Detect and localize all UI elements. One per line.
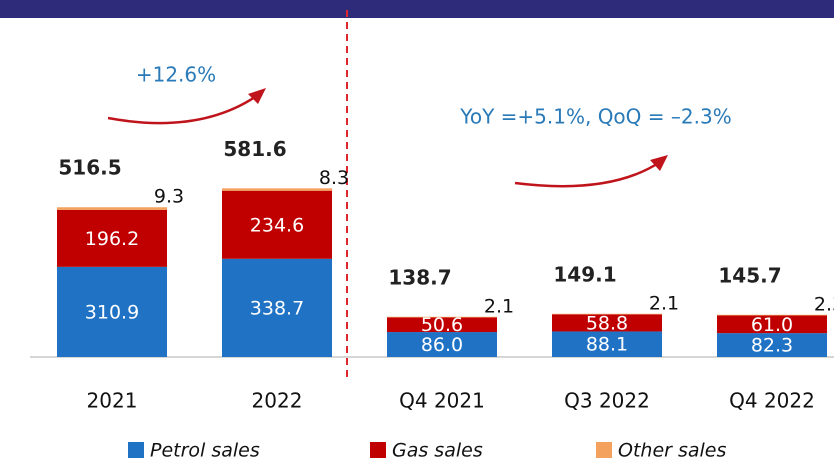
bar-segment [57,209,167,267]
arrow [514,160,661,188]
annotation: YoY =+5.1%, QoQ = –2.3% [459,105,731,129]
total-label: 138.7 [388,265,451,289]
bar-segment [552,313,662,315]
x-tick-label: 2022 [252,389,303,413]
bar-segment [387,317,497,333]
arrow [107,93,259,125]
bar-segment [717,315,827,334]
value-label: 234.6 [250,214,304,236]
x-tick-label: 2021 [87,389,138,413]
bar-segment [57,207,167,210]
bar-segment [387,332,497,357]
bar-segment [552,314,662,332]
value-label: 8.3 [319,167,349,189]
x-tick-label: Q4 2021 [399,389,485,413]
bar-segment [222,188,332,191]
total-label: 145.7 [718,263,781,287]
bar-segment [717,314,827,316]
legend-swatch [596,442,612,458]
value-label: 88.1 [586,334,628,356]
annotation: +12.6% [136,63,216,87]
value-label: 2.3 [814,293,834,315]
value-label: 196.2 [85,228,139,250]
bar-segment [387,316,497,318]
value-label: 2.1 [649,292,679,314]
bar-segment [57,266,167,357]
value-label: 58.8 [586,312,628,334]
value-label: 86.0 [421,334,463,356]
legend-label: Other sales [618,440,726,460]
x-tick-label: Q4 2022 [729,389,815,413]
bar-segment [552,331,662,357]
bar-segment [222,190,332,259]
value-label: 338.7 [250,297,304,319]
total-label: 581.6 [223,137,286,161]
legend-swatch [128,442,144,458]
bar-segment [717,333,827,357]
legend-label: Petrol sales [150,440,260,460]
value-label: 310.9 [85,301,139,323]
value-label: 50.6 [421,314,463,336]
bar-segment [222,258,332,357]
x-tick-label: Q3 2022 [564,389,650,413]
legend-label: Gas sales [392,440,483,460]
value-label: 61.0 [751,314,793,336]
legend-swatch [370,442,386,458]
value-label: 2.1 [484,295,514,317]
total-label: 516.5 [58,156,121,180]
arrow-head [248,88,266,104]
arrow-head [650,155,668,171]
header-band [0,0,834,18]
value-label: 9.3 [154,186,184,208]
value-label: 82.3 [751,335,793,357]
total-label: 149.1 [553,262,616,286]
